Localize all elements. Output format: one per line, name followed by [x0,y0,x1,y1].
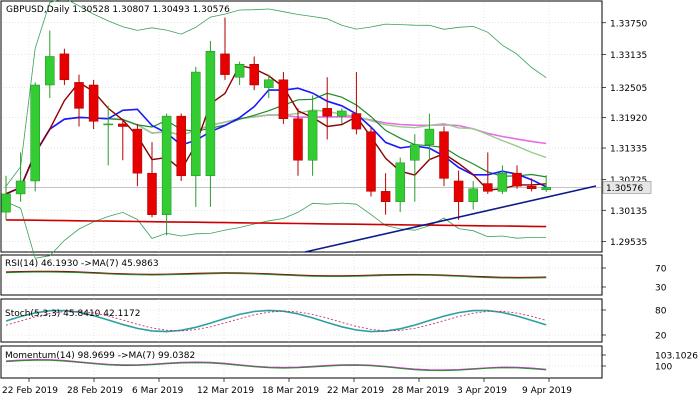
price-tick-label: 1.33750 [610,19,647,29]
date-tick-label: 22 Feb 2019 [2,386,58,396]
rsi-label: RSI(14) 46.1930 ->MA(7) 45.9863 [5,259,159,269]
candle-body [15,180,26,195]
date-tick-label: 3 Apr 2019 [457,386,507,396]
candle-body [366,131,376,192]
candle-body [147,172,157,215]
rsi-tick-label: 30 [655,284,667,294]
candle-body [322,108,332,117]
candle-body [410,144,420,161]
trendlines [304,185,597,253]
support-trendline [304,185,597,253]
stoch-tick-label: 20 [655,332,667,342]
candle-body [337,110,347,117]
candle-body [59,53,70,81]
candle-body [1,193,11,213]
momentum-tick-label: 103.1026 [655,352,698,362]
candle-body [176,115,186,177]
candle-body [307,110,318,161]
momentum-pane-frame [0,345,603,379]
candles [1,17,551,236]
candle-body [161,115,172,215]
ohlc-values: 1.30528 1.30807 1.30493 1.30576 [72,5,230,15]
candle-body [439,131,449,179]
candle-body [118,123,128,127]
date-axis: 22 Feb 2019 28 Feb 2019 6 Mar 2019 12 Mar 2… [2,378,572,396]
date-tick-label: 22 Mar 2019 [327,386,384,396]
candle-body [103,123,113,126]
chart-title: GBPUSD,Daily 1.30528 1.30807 1.30493 1.3… [6,5,230,15]
momentum-label: Momentum(14) 98.9699 ->MA(7) 99.0382 [5,351,195,361]
candle-body [541,186,551,191]
current-price-label: 1.30576 [606,184,643,194]
grid-lines [3,2,601,378]
candle-body [30,84,40,182]
momentum-tick-label: 100 [655,363,672,373]
candle-body [453,180,464,202]
price-axis: 1.337501.331351.325051.319201.313351.307… [602,19,652,248]
candle-body [205,51,216,177]
stoch-k-line [5,309,547,333]
candle-body [88,84,99,122]
date-tick-label: 6 Mar 2019 [132,386,184,396]
price-tick-label: 1.31920 [610,114,647,124]
momentum-line [5,358,547,371]
candle-body [264,79,274,88]
price-tick-label: 1.29535 [610,238,647,248]
candle-body [191,71,201,177]
candle-body [220,53,230,75]
candle-body [424,128,435,145]
candle-body [351,113,362,130]
candle-body [512,172,522,187]
candle-body [497,172,508,192]
candle-body [395,162,405,202]
stoch-tick-label: 80 [655,307,667,317]
momentum-ma-line [5,359,547,372]
candle-body [278,79,289,119]
candle-body [468,188,478,202]
price-tick-label: 1.30135 [610,207,647,217]
candle-body [293,118,303,161]
candle-body [249,64,259,86]
date-tick-label: 28 Feb 2019 [67,386,123,396]
price-tick-label: 1.32505 [610,84,647,94]
candle-body [74,82,84,109]
bollinger-upper [5,0,547,187]
date-tick-label: 12 Mar 2019 [197,386,254,396]
ma-red-long [5,219,547,228]
rsi-ma-line [5,271,547,279]
price-tick-label: 1.31335 [610,145,647,155]
stoch-label: Stoch(5,3,3) 45.8410 42.1172 [5,309,140,319]
candle-body [132,128,143,174]
candle-body [526,185,537,189]
rsi-tick-label: 70 [655,265,667,275]
stoch-pane-frame [0,298,603,343]
candle-body [380,191,391,202]
candle-body [45,56,55,86]
price-tick-label: 1.33135 [610,51,647,61]
date-tick-label: 9 Apr 2019 [522,386,572,396]
candle-body [234,64,245,78]
date-tick-label: 28 Mar 2019 [392,386,449,396]
indicator-lines [3,267,601,372]
current-price-box [602,181,652,194]
stoch-d-line [5,310,547,332]
candle-body [483,183,493,192]
date-tick-label: 18 Mar 2019 [262,386,319,396]
